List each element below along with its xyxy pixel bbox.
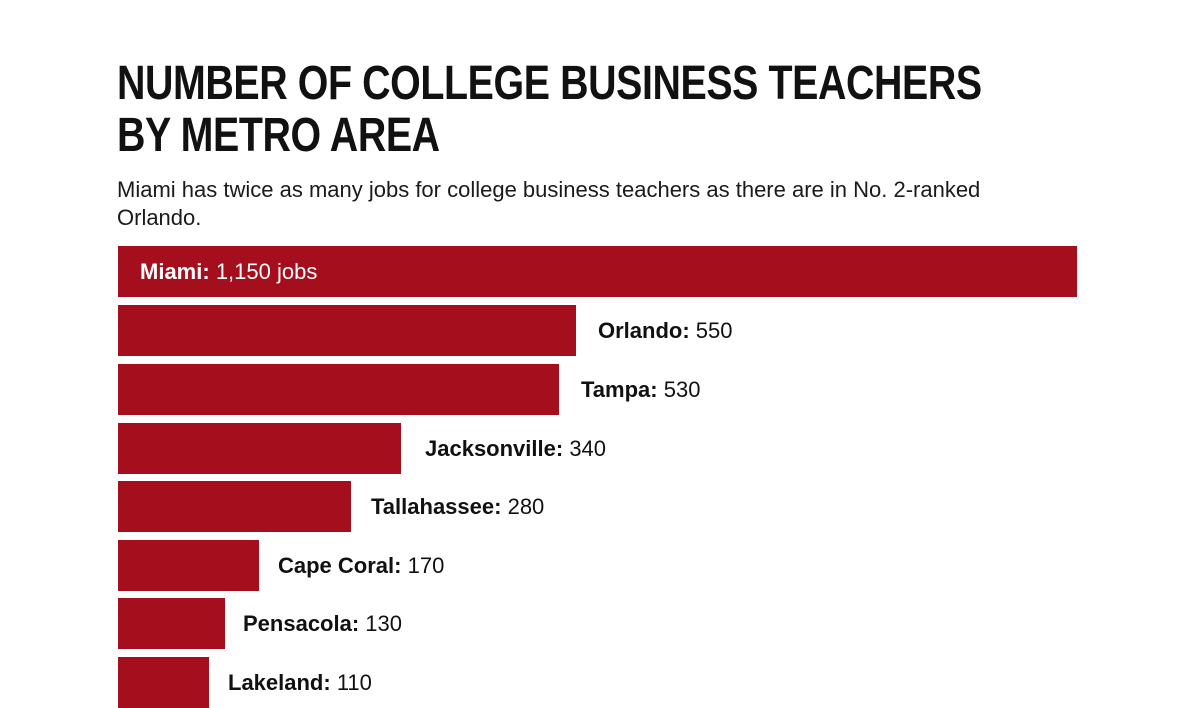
bar [118, 246, 1077, 297]
bar [118, 540, 259, 591]
bar [118, 305, 576, 356]
bar-row-miami: Miami: 1,150 jobs [118, 246, 1118, 297]
bar-row-tampa: Tampa: 530 [118, 364, 1118, 415]
bar-category-name: Pensacola: [243, 611, 360, 636]
bar-label: Miami: 1,150 jobs [140, 246, 317, 297]
bar-label: Orlando: 550 [598, 305, 733, 356]
chart-title: NUMBER OF COLLEGE BUSINESS TEACHERS BY M… [117, 58, 982, 162]
bar-value: 340 [569, 436, 607, 461]
bar-category-name: Jacksonville: [425, 436, 564, 461]
bar-value: 530 [663, 377, 701, 402]
bar-label: Tampa: 530 [581, 364, 700, 415]
chart-title-line-1: NUMBER OF COLLEGE BUSINESS TEACHERS [117, 57, 982, 110]
bar-value: 170 [407, 553, 445, 578]
bar-row-tallahassee: Tallahassee: 280 [118, 481, 1118, 532]
bar-category-name: Tallahassee: [371, 494, 502, 519]
bar-category-name: Orlando: [598, 318, 690, 343]
bar-label: Lakeland: 110 [228, 657, 372, 708]
bar [118, 657, 209, 708]
bar-label: Cape Coral: 170 [278, 540, 444, 591]
bar-row-jacksonville: Jacksonville: 340 [118, 423, 1118, 474]
bar-value: 130 [365, 611, 403, 636]
bar [118, 598, 225, 649]
bar-row-cape-coral: Cape Coral: 170 [118, 540, 1118, 591]
bar-row-orlando: Orlando: 550 [118, 305, 1118, 356]
bar-row-lakeland: Lakeland: 110 [118, 657, 1118, 708]
bar-value: 280 [507, 494, 545, 519]
bar-label: Pensacola: 130 [243, 598, 402, 649]
bar-category-name: Miami: [140, 259, 210, 284]
bar-value: 550 [695, 318, 733, 343]
bar-row-pensacola: Pensacola: 130 [118, 598, 1118, 649]
bar-label: Tallahassee: 280 [371, 481, 544, 532]
bar-category-name: Tampa: [581, 377, 658, 402]
bar [118, 481, 351, 532]
bar-label: Jacksonville: 340 [425, 423, 606, 474]
chart-subtitle: Miami has twice as many jobs for college… [117, 177, 981, 230]
chart-title-line-2: BY METRO AREA [117, 109, 440, 162]
bar-category-name: Cape Coral: [278, 553, 402, 578]
bar [118, 364, 559, 415]
bar [118, 423, 401, 474]
bar-value: 1,150 jobs [215, 259, 318, 284]
